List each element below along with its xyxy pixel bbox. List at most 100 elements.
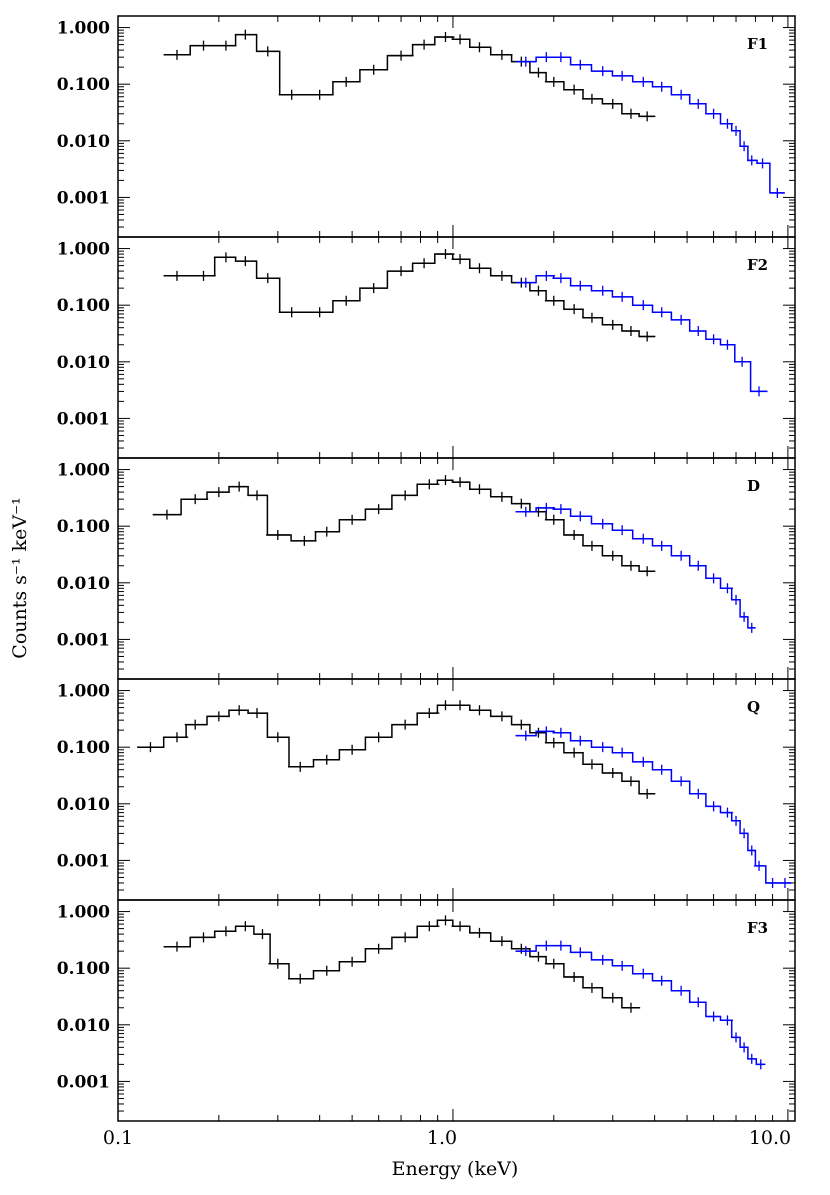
data-point [633, 968, 654, 979]
data-point [163, 270, 191, 281]
data-point [740, 1042, 749, 1053]
series-blue [515, 940, 766, 1070]
data-point [622, 776, 640, 787]
data-point [544, 958, 563, 969]
data-point [339, 744, 366, 755]
data-point [451, 34, 469, 45]
data-point [731, 594, 741, 605]
data-point [582, 93, 602, 104]
y-tick-label: 1.000 [57, 461, 110, 481]
data-point [236, 921, 255, 932]
data-point [163, 49, 191, 60]
data-point [256, 46, 280, 57]
panel-F2: 1.000 0.100 0.010 0.001 F2 [57, 236, 796, 459]
data-point [706, 334, 721, 345]
data-point [721, 1015, 734, 1026]
y-tick-label: 0.100 [57, 296, 110, 316]
data-point [215, 40, 237, 51]
data-point [215, 926, 237, 937]
data-point [569, 511, 591, 522]
series-black [152, 475, 656, 577]
y-tick-label: 0.010 [57, 353, 110, 373]
data-point [491, 270, 513, 281]
data-point [267, 732, 289, 743]
data-point [436, 249, 455, 260]
data-point [778, 877, 792, 888]
data-point [564, 529, 584, 540]
data-point [515, 506, 537, 517]
data-point [753, 860, 765, 871]
y-tick-label: 0.001 [57, 851, 110, 871]
series-black-model-line [152, 479, 656, 572]
data-point [731, 125, 741, 136]
data-point [207, 487, 230, 498]
data-point [734, 356, 751, 367]
y-tick-label: 0.010 [57, 1016, 110, 1036]
data-point [152, 509, 182, 520]
data-point [306, 89, 334, 100]
data-point [278, 89, 305, 100]
data-point [592, 954, 614, 965]
panel-D: 1.000 0.100 0.010 0.001 D [57, 457, 796, 680]
data-point [552, 273, 570, 284]
data-point [544, 295, 563, 306]
data-point [288, 761, 313, 772]
y-axis-label: Counts s⁻¹ keV⁻¹ [9, 497, 31, 658]
data-point [569, 947, 591, 958]
data-point [537, 270, 556, 281]
panel-frame [117, 457, 796, 680]
data-point [740, 141, 749, 152]
data-point [564, 304, 584, 315]
data-point [740, 611, 749, 622]
data-point [515, 277, 537, 288]
data-point [256, 273, 280, 284]
data-point [451, 921, 469, 932]
panel-label: F1 [747, 35, 768, 53]
series-blue-model-line [515, 56, 785, 194]
data-point [339, 514, 366, 525]
data-point [582, 759, 602, 770]
data-point [412, 258, 436, 269]
data-point [633, 533, 654, 544]
data-point [706, 801, 721, 812]
panel-frame [117, 15, 796, 238]
data-point [314, 526, 339, 537]
data-point [137, 742, 164, 753]
data-point [332, 76, 360, 87]
data-point [612, 747, 633, 758]
y-tick-label: 0.100 [57, 517, 110, 537]
data-point [229, 705, 249, 716]
panel-label: F3 [747, 919, 768, 937]
data-point [731, 1032, 741, 1043]
data-point [747, 155, 757, 166]
y-tick-label: 0.001 [57, 1072, 110, 1092]
data-point [603, 992, 623, 1003]
data-point [530, 951, 547, 962]
data-point [419, 708, 440, 719]
data-point [652, 81, 672, 92]
data-point [288, 973, 313, 984]
data-point [537, 726, 556, 737]
data-point [582, 540, 602, 551]
series-black [163, 29, 656, 122]
data-point [671, 314, 691, 325]
data-point [633, 300, 654, 311]
data-point [552, 504, 570, 515]
data-point [163, 941, 191, 952]
series-blue [515, 726, 792, 888]
data-point [552, 727, 570, 738]
data-point [530, 285, 547, 296]
data-point [437, 915, 454, 926]
data-point [612, 70, 633, 81]
data-point [569, 735, 591, 746]
series-black-model-line [137, 704, 656, 795]
data-point [451, 254, 469, 265]
data-point [690, 788, 707, 799]
data-point [451, 700, 469, 711]
data-point [603, 550, 623, 561]
data-point [582, 982, 602, 993]
data-point [234, 29, 256, 40]
data-point [515, 946, 537, 957]
y-tick-label: 0.001 [57, 188, 110, 208]
data-point [569, 59, 591, 70]
